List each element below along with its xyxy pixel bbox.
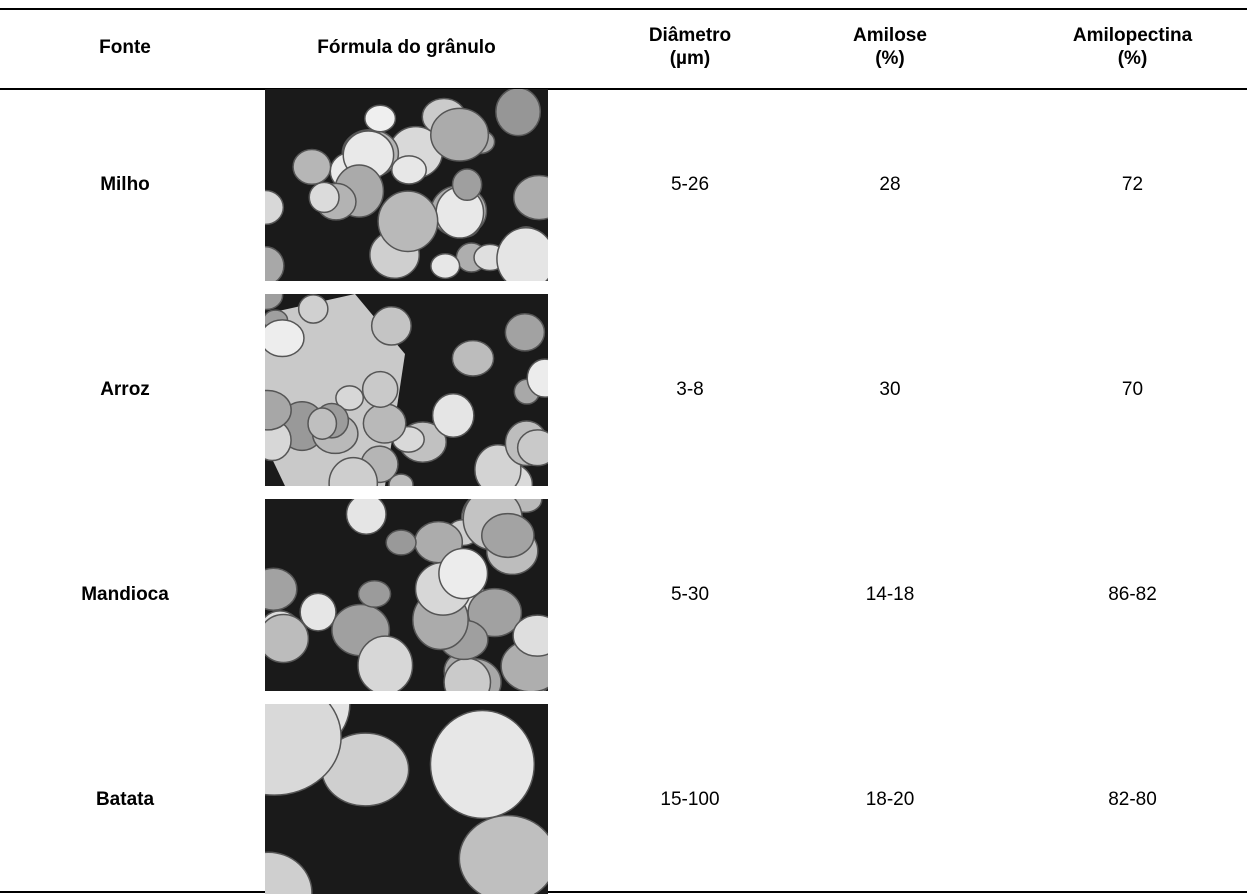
row-label: Milho [20,85,230,285]
data-cell: 5-26 [620,85,760,285]
cell-text: Arroz [100,379,150,402]
cell-text: 28 [879,174,900,197]
cell-text: 30 [879,379,900,402]
cell-text: 3-8 [676,379,703,402]
granule-image [265,499,548,691]
data-cell: 15-100 [620,700,760,894]
cell-text: Amilose (%) [853,25,927,71]
data-cell: 28 [820,85,960,285]
data-cell: 86-82 [1030,495,1235,695]
granule-image [265,294,548,486]
cell-text: 15-100 [660,789,719,812]
page: Fonte Fórmula do grânulo Diâmetro (µm) Amil… [0,0,1247,894]
cell-text: 82-80 [1108,789,1157,812]
cell-text: 86-82 [1108,584,1157,607]
cell-text: Fonte [99,37,151,60]
data-cell: 72 [1030,85,1235,285]
cell-text: 14-18 [866,584,915,607]
data-cell: 5-30 [620,495,760,695]
granule-image [265,704,548,894]
data-cell: 3-8 [620,290,760,490]
column-header: Fonte [20,10,230,86]
row-label: Batata [20,700,230,894]
row-label: Mandioca [20,495,230,695]
cell-text: 18-20 [866,789,915,812]
cell-text: Mandioca [81,584,169,607]
cell-text: 5-30 [671,584,709,607]
data-cell: 18-20 [820,700,960,894]
column-header: Diâmetro (µm) [620,10,760,86]
row-label: Arroz [20,290,230,490]
cell-text: Batata [96,789,154,812]
cell-text: Amilopectina (%) [1073,25,1192,71]
granule-image [265,89,548,281]
data-cell: 82-80 [1030,700,1235,894]
cell-text: 5-26 [671,174,709,197]
cell-text: Fórmula do grânulo [317,37,495,60]
column-header: Fórmula do grânulo [265,10,548,86]
data-cell: 30 [820,290,960,490]
data-cell: 14-18 [820,495,960,695]
cell-text: Diâmetro (µm) [649,25,731,71]
column-header: Amilopectina (%) [1030,10,1235,86]
cell-text: 70 [1122,379,1143,402]
cell-text: 72 [1122,174,1143,197]
cell-text: Milho [100,174,150,197]
column-header: Amilose (%) [820,10,960,86]
data-cell: 70 [1030,290,1235,490]
